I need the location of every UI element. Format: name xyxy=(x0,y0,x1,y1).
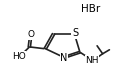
Text: S: S xyxy=(72,28,78,39)
Text: HO: HO xyxy=(12,52,26,61)
Text: O: O xyxy=(27,30,34,39)
Text: NH: NH xyxy=(86,56,99,65)
Text: HBr: HBr xyxy=(81,4,101,14)
Text: N: N xyxy=(60,53,68,63)
